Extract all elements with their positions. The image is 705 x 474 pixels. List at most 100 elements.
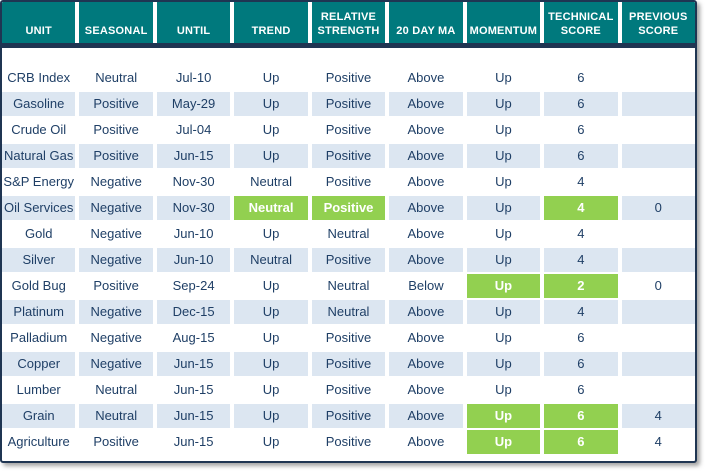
cell-momentum[interactable]: Up	[466, 326, 541, 350]
cell-momentum[interactable]: Up	[466, 170, 541, 194]
cell-seasonal[interactable]: Positive	[79, 92, 153, 116]
cell-seasonal[interactable]: Negative	[79, 170, 153, 194]
cell-trend[interactable]: Up	[234, 300, 308, 324]
cell-seasonal[interactable]: Positive	[79, 144, 153, 168]
cell-technical-score[interactable]: 6	[544, 118, 618, 142]
cell-previous-score[interactable]	[621, 248, 695, 272]
cell-previous-score[interactable]	[621, 118, 695, 142]
cell-technical-score[interactable]: 6	[544, 326, 618, 350]
cell-seasonal[interactable]: Negative	[79, 196, 153, 220]
cell-technical-score[interactable]: 6	[544, 378, 618, 402]
cell-previous-score[interactable]	[621, 352, 695, 376]
cell-20-day-ma[interactable]: Above	[389, 92, 463, 116]
cell-technical-score[interactable]: 2	[544, 274, 618, 298]
cell-relative-strength[interactable]: Positive	[311, 378, 386, 402]
cell-seasonal[interactable]: Positive	[79, 274, 153, 298]
cell-unit[interactable]: CRB Index	[2, 66, 76, 90]
cell-momentum[interactable]: Up	[466, 378, 541, 402]
cell-until[interactable]: Jun-15	[156, 352, 231, 376]
cell-relative-strength[interactable]: Neutral	[311, 274, 386, 298]
cell-trend[interactable]: Up	[234, 378, 308, 402]
cell-relative-strength[interactable]: Neutral	[311, 222, 386, 246]
cell-unit[interactable]: Gold Bug	[2, 274, 76, 298]
cell-20-day-ma[interactable]: Above	[389, 300, 463, 324]
cell-previous-score[interactable]	[621, 144, 695, 168]
cell-previous-score[interactable]	[621, 66, 695, 90]
cell-until[interactable]: Jun-10	[156, 222, 231, 246]
cell-previous-score[interactable]	[621, 326, 695, 350]
cell-20-day-ma[interactable]: Above	[389, 248, 463, 272]
cell-seasonal[interactable]: Negative	[79, 352, 153, 376]
cell-trend[interactable]: Up	[234, 92, 308, 116]
cell-momentum[interactable]: Up	[466, 248, 541, 272]
cell-until[interactable]: Jul-04	[156, 118, 231, 142]
cell-technical-score[interactable]: 6	[544, 66, 618, 90]
cell-technical-score[interactable]: 6	[544, 92, 618, 116]
cell-20-day-ma[interactable]: Below	[389, 274, 463, 298]
cell-20-day-ma[interactable]: Above	[389, 144, 463, 168]
cell-unit[interactable]: S&P Energy	[2, 170, 76, 194]
cell-momentum[interactable]: Up	[466, 118, 541, 142]
cell-momentum[interactable]: Up	[466, 430, 541, 454]
cell-momentum[interactable]: Up	[466, 274, 541, 298]
cell-momentum[interactable]: Up	[466, 300, 541, 324]
cell-20-day-ma[interactable]: Above	[389, 326, 463, 350]
cell-trend[interactable]: Up	[234, 274, 308, 298]
cell-until[interactable]: Jun-15	[156, 378, 231, 402]
cell-unit[interactable]: Gold	[2, 222, 76, 246]
cell-until[interactable]: Jun-10	[156, 248, 231, 272]
cell-seasonal[interactable]: Negative	[79, 248, 153, 272]
cell-technical-score[interactable]: 4	[544, 170, 618, 194]
cell-relative-strength[interactable]: Positive	[311, 404, 386, 428]
cell-previous-score[interactable]	[621, 170, 695, 194]
cell-relative-strength[interactable]: Positive	[311, 170, 386, 194]
cell-seasonal[interactable]: Positive	[79, 118, 153, 142]
cell-seasonal[interactable]: Neutral	[79, 404, 153, 428]
cell-20-day-ma[interactable]: Above	[389, 404, 463, 428]
cell-previous-score[interactable]: 0	[621, 196, 695, 220]
cell-until[interactable]: Nov-30	[156, 170, 231, 194]
cell-relative-strength[interactable]: Positive	[311, 430, 386, 454]
cell-seasonal[interactable]: Neutral	[79, 378, 153, 402]
cell-seasonal[interactable]: Negative	[79, 300, 153, 324]
cell-20-day-ma[interactable]: Above	[389, 430, 463, 454]
cell-momentum[interactable]: Up	[466, 92, 541, 116]
cell-trend[interactable]: Up	[234, 66, 308, 90]
cell-technical-score[interactable]: 4	[544, 222, 618, 246]
cell-previous-score[interactable]: 4	[621, 430, 695, 454]
cell-relative-strength[interactable]: Positive	[311, 352, 386, 376]
cell-momentum[interactable]: Up	[466, 352, 541, 376]
cell-previous-score[interactable]	[621, 378, 695, 402]
cell-trend[interactable]: Neutral	[234, 170, 308, 194]
cell-previous-score[interactable]	[621, 300, 695, 324]
cell-relative-strength[interactable]: Positive	[311, 92, 386, 116]
cell-until[interactable]: Aug-15	[156, 326, 231, 350]
cell-trend[interactable]: Up	[234, 118, 308, 142]
cell-technical-score[interactable]: 4	[544, 300, 618, 324]
cell-unit[interactable]: Palladium	[2, 326, 76, 350]
cell-until[interactable]: Jul-10	[156, 66, 231, 90]
cell-until[interactable]: May-29	[156, 92, 231, 116]
cell-trend[interactable]: Up	[234, 222, 308, 246]
cell-20-day-ma[interactable]: Above	[389, 222, 463, 246]
cell-seasonal[interactable]: Neutral	[79, 66, 153, 90]
cell-technical-score[interactable]: 6	[544, 430, 618, 454]
cell-until[interactable]: Dec-15	[156, 300, 231, 324]
cell-technical-score[interactable]: 6	[544, 352, 618, 376]
cell-previous-score[interactable]: 0	[621, 274, 695, 298]
cell-relative-strength[interactable]: Positive	[311, 196, 386, 220]
cell-momentum[interactable]: Up	[466, 404, 541, 428]
cell-momentum[interactable]: Up	[466, 196, 541, 220]
cell-20-day-ma[interactable]: Above	[389, 66, 463, 90]
cell-previous-score[interactable]	[621, 222, 695, 246]
cell-trend[interactable]: Up	[234, 430, 308, 454]
cell-momentum[interactable]: Up	[466, 222, 541, 246]
cell-until[interactable]: Nov-30	[156, 196, 231, 220]
cell-unit[interactable]: Natural Gas	[2, 144, 76, 168]
cell-unit[interactable]: Agriculture	[2, 430, 76, 454]
cell-unit[interactable]: Oil Services	[2, 196, 76, 220]
cell-unit[interactable]: Copper	[2, 352, 76, 376]
cell-relative-strength[interactable]: Positive	[311, 118, 386, 142]
cell-relative-strength[interactable]: Neutral	[311, 300, 386, 324]
cell-20-day-ma[interactable]: Above	[389, 118, 463, 142]
